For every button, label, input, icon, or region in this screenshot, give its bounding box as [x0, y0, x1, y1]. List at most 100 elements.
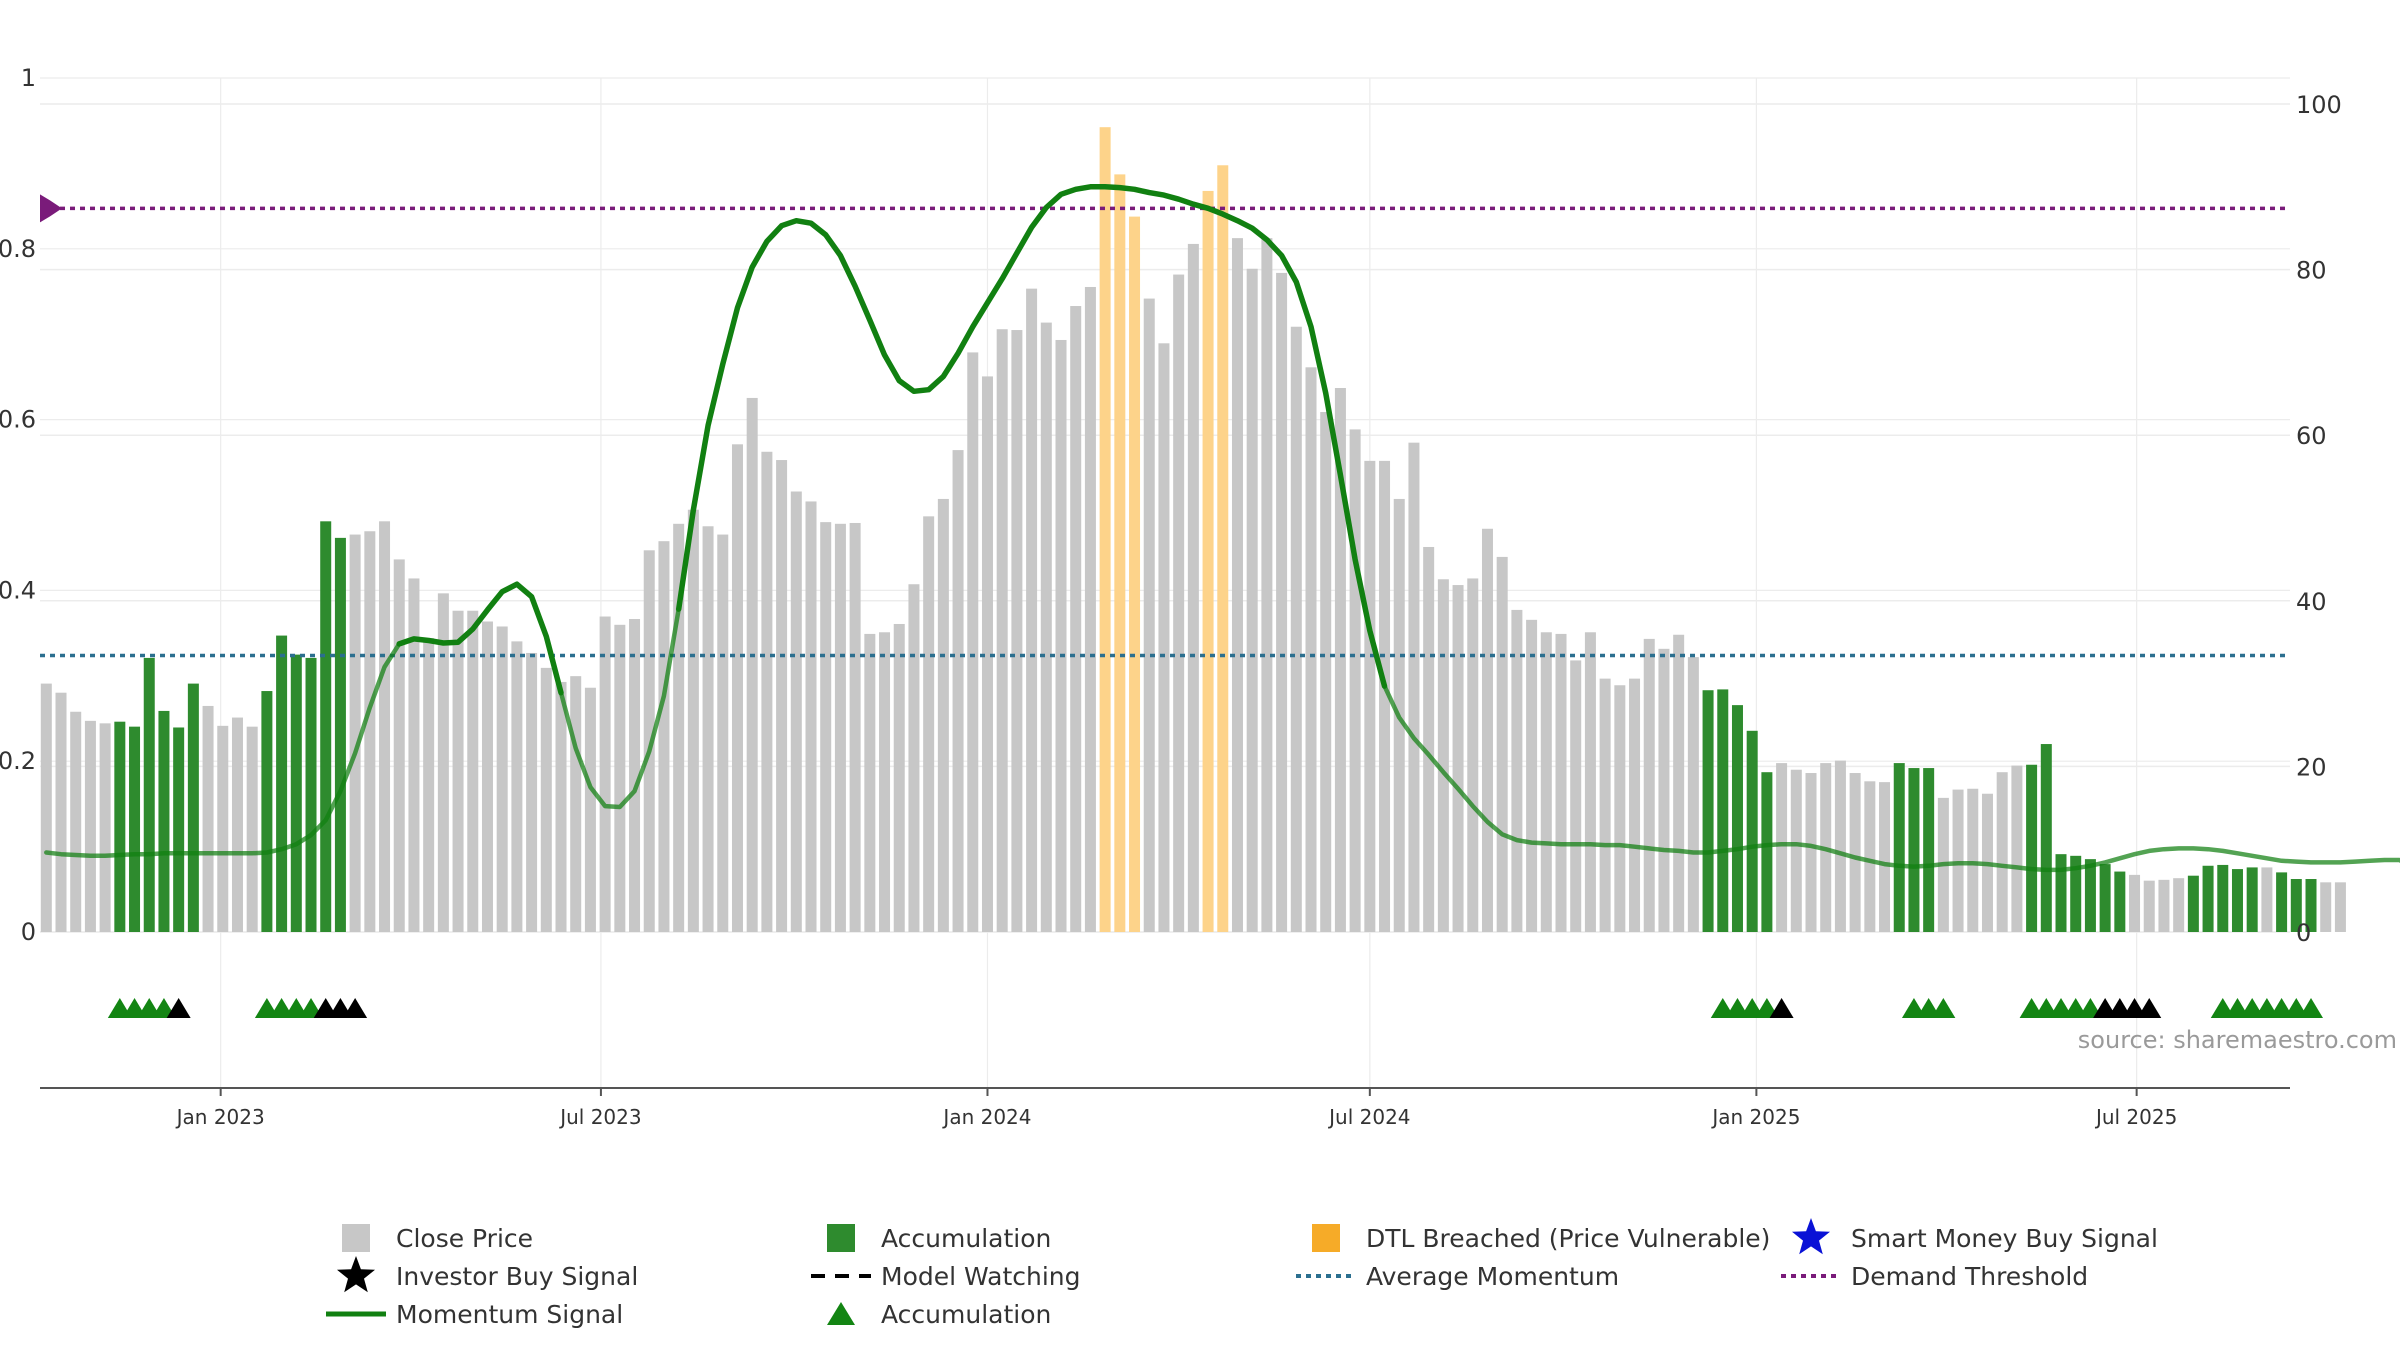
- close-price-bar: [1231, 238, 1243, 933]
- close-price-bar: [1540, 632, 1552, 932]
- close-price-bar: [790, 491, 802, 932]
- x-tick-label: Jan 2025: [1710, 1105, 1800, 1129]
- momentum-signal-line: [1382, 683, 2400, 873]
- legend-label: Smart Money Buy Signal: [1851, 1224, 2158, 1253]
- close-price-bar: [1673, 634, 1685, 932]
- close-price-bar: [1629, 678, 1641, 932]
- close-price-bar: [2129, 874, 2141, 932]
- close-price-bar: [540, 667, 552, 932]
- close-price-bar: [761, 451, 773, 932]
- close-price-bar: [1040, 322, 1052, 932]
- close-price-bar: [1467, 578, 1479, 932]
- close-price-bar: [349, 534, 361, 932]
- close-price-bar: [231, 717, 243, 932]
- close-price-bar: [1658, 648, 1670, 932]
- accumulation-bar: [2276, 872, 2288, 932]
- legend-smart-money-star-icon: [1792, 1218, 1830, 1255]
- legend-item: DTL Breached (Price Vulnerable): [1312, 1224, 1770, 1253]
- close-price-bar: [879, 632, 891, 932]
- close-price-bar: [1496, 556, 1508, 932]
- dtl-breached-bar: [1202, 190, 1214, 932]
- accumulation-bar: [334, 537, 346, 932]
- close-price-bar: [1599, 678, 1611, 932]
- close-price-bar: [1452, 585, 1464, 932]
- dtl-breached-bar: [1129, 216, 1141, 932]
- close-price-bar: [393, 559, 405, 932]
- close-price-bar: [1055, 339, 1067, 933]
- legend-accumulation-triangle-icon: [827, 1302, 855, 1325]
- accumulation-bar: [1717, 689, 1729, 932]
- close-price-bar: [599, 616, 611, 932]
- close-price-bar: [981, 376, 993, 932]
- accumulation-bar: [320, 521, 332, 932]
- close-price-bar: [408, 578, 420, 932]
- momentum-signal-line: [675, 184, 1388, 689]
- momentum-signal-line: [558, 606, 681, 810]
- close-price-bar: [658, 541, 670, 932]
- accumulation-bar: [1908, 768, 1920, 932]
- legend-label: DTL Breached (Price Vulnerable): [1366, 1224, 1770, 1253]
- y-right-tick-label: 40: [2296, 588, 2327, 616]
- close-price-bar: [1290, 326, 1302, 932]
- accumulation-bar: [2084, 859, 2096, 932]
- legend-label: Accumulation: [881, 1300, 1051, 1329]
- close-price-bar: [1790, 769, 1802, 932]
- close-price-bar: [1805, 773, 1817, 932]
- close-price-bar: [2011, 765, 2023, 932]
- close-price-bar: [717, 534, 729, 932]
- bar-series: [40, 127, 2346, 933]
- accumulation-bar: [1893, 763, 1905, 932]
- close-price-bar: [673, 523, 685, 932]
- legend-item: Investor Buy Signal: [337, 1256, 638, 1293]
- close-price-bar: [1526, 619, 1538, 932]
- close-price-bar: [481, 621, 493, 932]
- close-price-bar: [908, 584, 920, 932]
- close-price-bar: [1276, 272, 1288, 932]
- close-price-bar: [99, 723, 111, 932]
- close-price-bar: [1364, 460, 1376, 932]
- y-left-tick-label: 1: [21, 64, 36, 92]
- y-right-tick-label: 0: [2296, 919, 2311, 947]
- close-price-bar: [1834, 760, 1846, 932]
- accumulation-bar: [2246, 867, 2258, 932]
- legend-item: Model Watching: [811, 1262, 1081, 1291]
- investor-buy-triangle: [343, 998, 368, 1018]
- accumulation-bar: [2026, 764, 2038, 932]
- legend-dtl-swatch: [1312, 1224, 1340, 1252]
- y-right-tick-label: 20: [2296, 753, 2327, 781]
- close-price-bar: [1967, 788, 1979, 932]
- close-price-bar: [246, 726, 258, 932]
- legend-label: Momentum Signal: [396, 1300, 623, 1329]
- close-price-bar: [1952, 789, 1964, 932]
- close-price-bar: [820, 522, 832, 932]
- dtl-breached-bar: [1099, 127, 1111, 932]
- accumulation-bar: [1731, 705, 1743, 932]
- y-left-tick-label: 0: [21, 918, 36, 946]
- accumulation-bar: [1761, 772, 1773, 932]
- close-price-bar: [511, 641, 523, 932]
- accumulation-bar: [305, 657, 317, 932]
- accumulation-bar: [2231, 869, 2243, 932]
- close-price-bar: [849, 522, 861, 932]
- legend-item: Accumulation: [827, 1224, 1051, 1253]
- demand-threshold-marker: [40, 194, 62, 223]
- accumulation-bar: [2290, 879, 2302, 932]
- investor-buy-triangle: [166, 998, 191, 1018]
- signal-markers: [107, 998, 2324, 1018]
- close-price-bar: [687, 509, 699, 932]
- accumulation-triangle: [1931, 998, 1956, 1018]
- x-tick-label: Jan 2023: [175, 1105, 265, 1129]
- legend-accumulation-swatch: [827, 1224, 855, 1252]
- close-price-bar: [996, 329, 1008, 932]
- close-price-bar: [1173, 274, 1185, 932]
- close-price-bar: [864, 633, 876, 932]
- accumulation-bar: [173, 727, 185, 932]
- accumulation-bar: [2040, 744, 2052, 932]
- accumulation-bar: [1746, 730, 1758, 932]
- close-price-bar: [1849, 773, 1861, 932]
- legend-item: Accumulation: [827, 1300, 1051, 1329]
- legend-label: Close Price: [396, 1224, 533, 1253]
- close-price-bar: [702, 526, 714, 932]
- close-price-bar: [1408, 442, 1420, 932]
